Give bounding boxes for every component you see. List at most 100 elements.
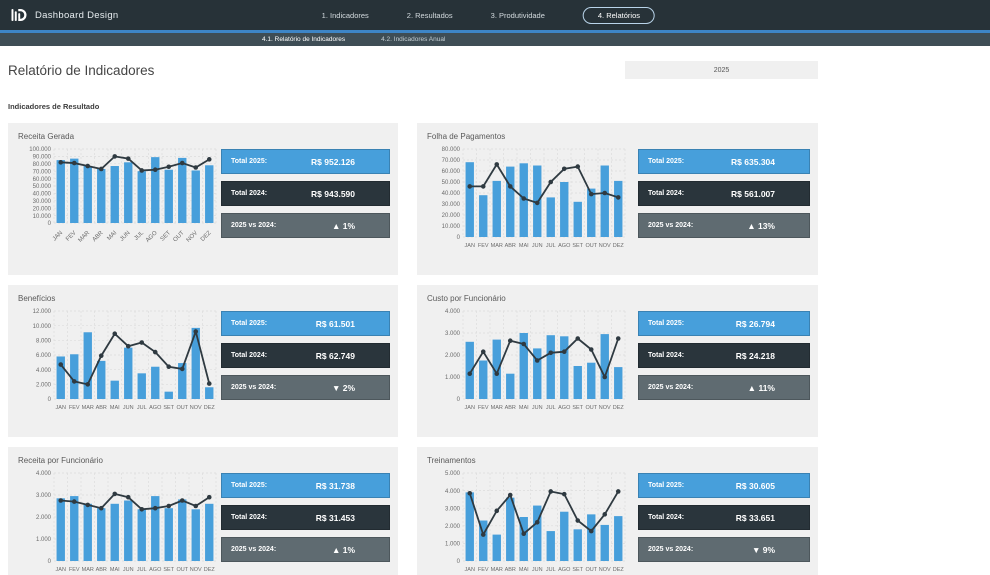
nav-item-1[interactable]: 1. Indicadores: [321, 10, 369, 20]
stat-value: ▼ 9%: [751, 544, 775, 555]
svg-text:ABR: ABR: [96, 567, 107, 573]
svg-text:JUL: JUL: [546, 405, 556, 411]
svg-text:20.000: 20.000: [442, 213, 461, 219]
nav-item-3[interactable]: 3. Produtividade: [490, 10, 545, 20]
svg-text:1.000: 1.000: [36, 537, 52, 543]
svg-text:12.000: 12.000: [33, 309, 52, 315]
card-title: Treinamentos: [427, 456, 476, 465]
stat-value: R$ 33.651: [735, 512, 775, 523]
svg-text:SET: SET: [160, 230, 173, 243]
brand-name: Dashboard Design: [35, 9, 119, 21]
svg-text:0: 0: [48, 397, 52, 403]
svg-text:MAI: MAI: [519, 567, 529, 573]
svg-text:8.000: 8.000: [36, 339, 52, 345]
card-stats: Total 2025: R$ 31.738 Total 2024: R$ 31.…: [221, 473, 390, 562]
stat-value: R$ 62.749: [315, 350, 355, 361]
svg-text:5.000: 5.000: [445, 471, 461, 477]
svg-text:OUT: OUT: [176, 567, 188, 573]
sub-nav: 4.1. Relatório de Indicadores 4.2. Indica…: [262, 33, 445, 46]
svg-text:DEZ: DEZ: [200, 230, 213, 243]
svg-text:AGO: AGO: [558, 243, 571, 249]
subnav-tab-1[interactable]: 4.1. Relatório de Indicadores: [262, 36, 346, 43]
svg-text:JUN: JUN: [119, 230, 131, 242]
card-stats: Total 2025: R$ 30.605 Total 2024: R$ 33.…: [638, 473, 810, 562]
svg-text:60.000: 60.000: [33, 177, 52, 183]
stat-total-2025: Total 2025: R$ 26.794: [638, 311, 810, 336]
card-title: Custo por Funcionário: [427, 294, 506, 303]
svg-text:ABR: ABR: [92, 230, 105, 243]
svg-text:4.000: 4.000: [36, 368, 52, 374]
svg-text:DEZ: DEZ: [613, 567, 625, 573]
svg-text:2.000: 2.000: [36, 383, 52, 389]
card-stats: Total 2025: R$ 61.501 Total 2024: R$ 62.…: [221, 311, 390, 400]
nav-item-2[interactable]: 2. Resultados: [406, 10, 453, 20]
stat-vs-2024: 2025 vs 2024: ▲ 1%: [221, 213, 390, 238]
svg-text:NOV: NOV: [599, 405, 611, 411]
indicator-card: Receita Gerada 0 10.000 20.000 30.000 40.000…: [8, 123, 398, 275]
svg-text:1.000: 1.000: [445, 542, 461, 548]
brand: Dashboard Design: [0, 6, 119, 24]
svg-text:OUT: OUT: [585, 405, 597, 411]
page-content: Relatório de Indicadores 2025 Indicadore…: [0, 61, 818, 575]
svg-text:OUT: OUT: [585, 243, 597, 249]
section-title: Indicadores de Resultado: [8, 102, 100, 111]
svg-text:90.000: 90.000: [33, 155, 52, 161]
svg-text:10.000: 10.000: [442, 224, 461, 230]
svg-text:FEV: FEV: [69, 567, 80, 573]
card-title: Benefícios: [18, 294, 56, 303]
card-stats: Total 2025: R$ 635.304 Total 2024: R$ 56…: [638, 149, 810, 238]
svg-text:40.000: 40.000: [33, 192, 52, 198]
nav-item-4[interactable]: 4. Relatórios: [582, 6, 655, 24]
svg-text:MAR: MAR: [491, 567, 503, 573]
cards-grid: Receita Gerada 0 10.000 20.000 30.000 40.000…: [8, 123, 818, 575]
svg-text:JUN: JUN: [532, 243, 543, 249]
svg-text:2.000: 2.000: [445, 353, 461, 359]
stat-value: R$ 31.738: [315, 480, 355, 491]
svg-text:4.000: 4.000: [445, 309, 461, 315]
svg-text:JAN: JAN: [465, 567, 475, 573]
svg-text:MAR: MAR: [77, 230, 91, 244]
svg-text:JUN: JUN: [123, 567, 134, 573]
svg-text:SET: SET: [163, 567, 174, 573]
stat-vs-2024: 2025 vs 2024: ▼ 9%: [638, 537, 810, 562]
stat-value: R$ 943.590: [311, 188, 355, 199]
stat-value: ▲ 1%: [331, 220, 355, 231]
stat-total-2025: Total 2025: R$ 952.126: [221, 149, 390, 174]
svg-text:0: 0: [48, 221, 52, 227]
stat-value: ▼ 2%: [331, 382, 355, 393]
stat-label: Total 2025:: [648, 320, 685, 327]
svg-text:MAR: MAR: [82, 405, 94, 411]
card-title: Folha de Pagamentos: [427, 132, 506, 141]
stat-label: Total 2025:: [231, 320, 268, 327]
stat-total-2024: Total 2024: R$ 33.651: [638, 505, 810, 530]
svg-text:JUN: JUN: [123, 405, 134, 411]
svg-text:JAN: JAN: [52, 230, 64, 242]
svg-text:MAR: MAR: [491, 405, 503, 411]
svg-text:ABR: ABR: [505, 405, 516, 411]
svg-text:JAN: JAN: [56, 567, 66, 573]
card-stats: Total 2025: R$ 26.794 Total 2024: R$ 24.…: [638, 311, 810, 400]
stat-total-2024: Total 2024: R$ 62.749: [221, 343, 390, 368]
top-navbar: Dashboard Design 1. Indicadores 2. Result…: [0, 0, 990, 30]
svg-text:0: 0: [457, 235, 461, 241]
svg-text:0: 0: [457, 559, 461, 565]
svg-text:50.000: 50.000: [33, 184, 52, 190]
stat-total-2025: Total 2025: R$ 31.738: [221, 473, 390, 498]
stat-label: Total 2025:: [231, 482, 268, 489]
svg-text:4.000: 4.000: [36, 471, 52, 477]
stat-value: R$ 952.126: [311, 156, 355, 167]
svg-text:OUT: OUT: [172, 230, 185, 243]
indicator-card: Custo por Funcionário 0 1.000 2.000 3.000 4.…: [417, 285, 818, 437]
dashboard-logo-icon: [11, 9, 27, 21]
subnav-tab-2[interactable]: 4.2. Indicadores Anual: [381, 36, 446, 43]
stat-label: 2025 vs 2024:: [231, 384, 277, 391]
svg-text:MAI: MAI: [519, 405, 529, 411]
year-selector[interactable]: 2025: [625, 61, 818, 79]
svg-text:ABR: ABR: [505, 243, 516, 249]
svg-text:4.000: 4.000: [445, 489, 461, 495]
stat-label: Total 2024:: [231, 352, 268, 359]
svg-text:3.000: 3.000: [445, 331, 461, 337]
svg-text:JUN: JUN: [532, 567, 543, 573]
svg-text:JUL: JUL: [137, 405, 147, 411]
svg-text:JUL: JUL: [137, 567, 147, 573]
